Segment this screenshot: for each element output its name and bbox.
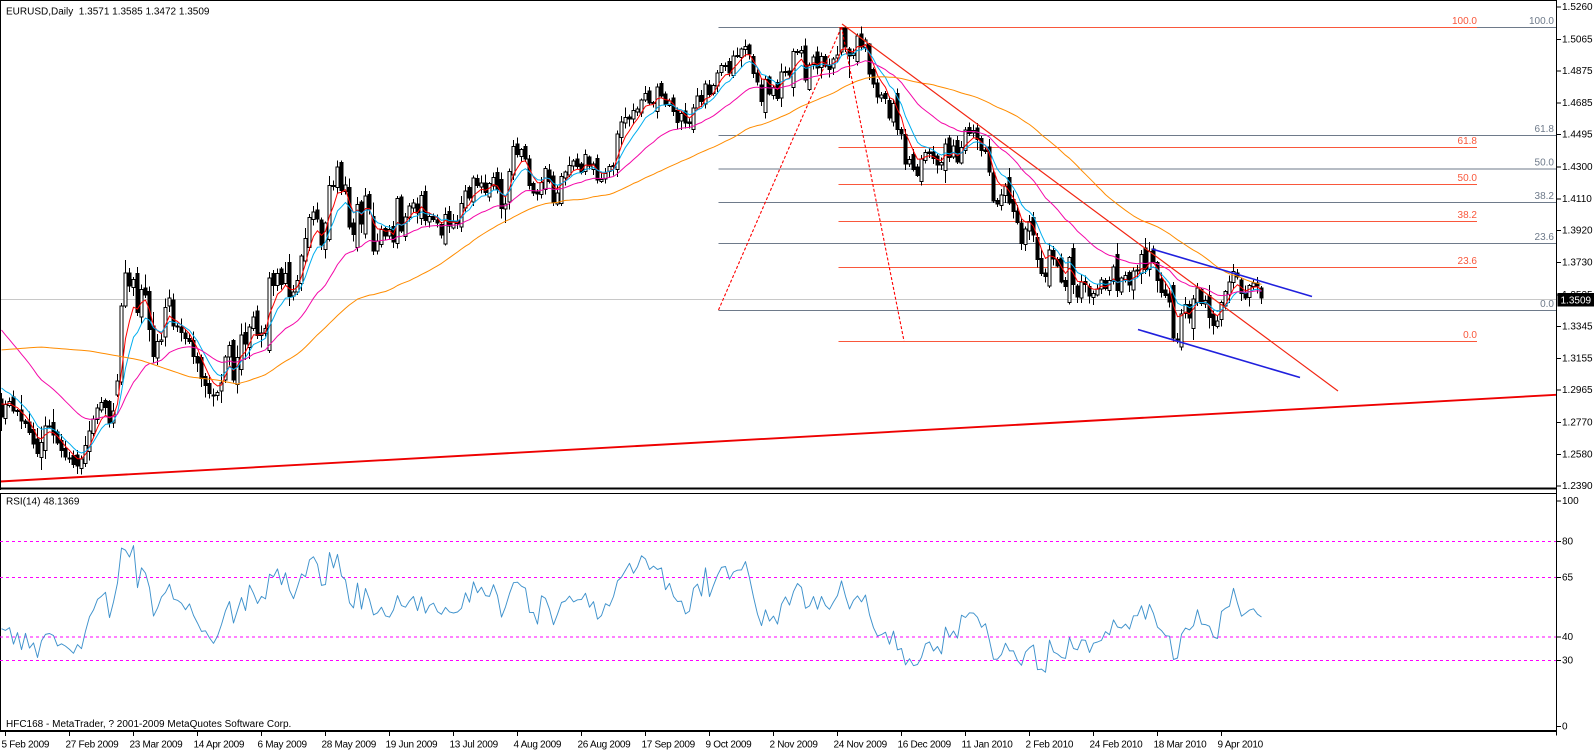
svg-text:1.3345: 1.3345	[1562, 322, 1593, 333]
svg-text:1.3509: 1.3509	[1561, 296, 1592, 307]
svg-text:26 Aug 2009: 26 Aug 2009	[578, 740, 632, 751]
svg-text:38.2: 38.2	[1458, 210, 1478, 221]
svg-text:100.0: 100.0	[1529, 16, 1554, 27]
svg-text:1.3730: 1.3730	[1562, 257, 1593, 268]
svg-text:1.4495: 1.4495	[1562, 130, 1593, 141]
svg-text:0: 0	[1562, 722, 1568, 733]
svg-text:61.8: 61.8	[1535, 124, 1555, 135]
svg-text:14 Apr 2009: 14 Apr 2009	[194, 740, 245, 751]
svg-text:1.2965: 1.2965	[1562, 385, 1593, 396]
svg-text:0.0: 0.0	[1540, 299, 1554, 310]
svg-text:100: 100	[1562, 496, 1579, 507]
svg-text:17 Sep 2009: 17 Sep 2009	[642, 740, 696, 751]
svg-text:23.6: 23.6	[1535, 232, 1555, 243]
svg-text:1.5065: 1.5065	[1562, 35, 1593, 46]
svg-text:1.5260: 1.5260	[1562, 2, 1593, 13]
svg-text:1.2770: 1.2770	[1562, 418, 1593, 429]
svg-text:9 Oct 2009: 9 Oct 2009	[706, 740, 753, 751]
svg-text:18 Mar 2010: 18 Mar 2010	[1154, 740, 1208, 751]
svg-text:1.2580: 1.2580	[1562, 449, 1593, 460]
svg-text:9 Apr 2010: 9 Apr 2010	[1218, 740, 1264, 751]
svg-text:1.4875: 1.4875	[1562, 66, 1593, 77]
svg-text:0.0: 0.0	[1463, 330, 1477, 341]
svg-text:28 May 2009: 28 May 2009	[322, 740, 377, 751]
svg-text:6 May 2009: 6 May 2009	[258, 740, 308, 751]
svg-text:40: 40	[1562, 632, 1574, 643]
svg-text:1.3920: 1.3920	[1562, 226, 1593, 237]
svg-text:24 Feb 2010: 24 Feb 2010	[1090, 740, 1144, 751]
svg-text:HFC168 - MetaTrader, ? 2001-20: HFC168 - MetaTrader, ? 2001-2009 MetaQuo…	[6, 719, 291, 730]
svg-text:65: 65	[1562, 572, 1574, 583]
svg-text:5 Feb 2009: 5 Feb 2009	[2, 740, 50, 751]
svg-text:1.2390: 1.2390	[1562, 481, 1593, 492]
svg-text:100.0: 100.0	[1452, 16, 1477, 27]
svg-text:2 Feb 2010: 2 Feb 2010	[1026, 740, 1074, 751]
svg-text:2 Nov 2009: 2 Nov 2009	[770, 740, 819, 751]
svg-text:27 Feb 2009: 27 Feb 2009	[66, 740, 120, 751]
svg-text:23 Mar 2009: 23 Mar 2009	[130, 740, 184, 751]
svg-text:19 Jun 2009: 19 Jun 2009	[386, 740, 438, 751]
svg-text:1.3155: 1.3155	[1562, 353, 1593, 364]
svg-text:61.8: 61.8	[1458, 136, 1478, 147]
svg-text:80: 80	[1562, 537, 1574, 548]
svg-text:50.0: 50.0	[1535, 158, 1555, 169]
svg-text:38.2: 38.2	[1535, 191, 1555, 202]
svg-text:11 Jan 2010: 11 Jan 2010	[962, 740, 1014, 751]
svg-text:30: 30	[1562, 656, 1574, 667]
svg-text:EURUSD,Daily 1.3571 1.3585 1.: EURUSD,Daily 1.3571 1.3585 1.3472 1.3509	[6, 7, 210, 18]
svg-text:24 Nov 2009: 24 Nov 2009	[834, 740, 888, 751]
svg-text:4 Aug 2009: 4 Aug 2009	[514, 740, 562, 751]
svg-text:13 Jul 2009: 13 Jul 2009	[450, 740, 499, 751]
svg-text:1.4685: 1.4685	[1562, 98, 1593, 109]
svg-text:1.4110: 1.4110	[1562, 194, 1592, 205]
svg-text:23.6: 23.6	[1458, 256, 1478, 267]
svg-text:1.4300: 1.4300	[1562, 162, 1593, 173]
svg-text:16 Dec 2009: 16 Dec 2009	[898, 740, 952, 751]
svg-text:RSI(14) 48.1369: RSI(14) 48.1369	[6, 497, 80, 508]
svg-text:50.0: 50.0	[1458, 173, 1478, 184]
